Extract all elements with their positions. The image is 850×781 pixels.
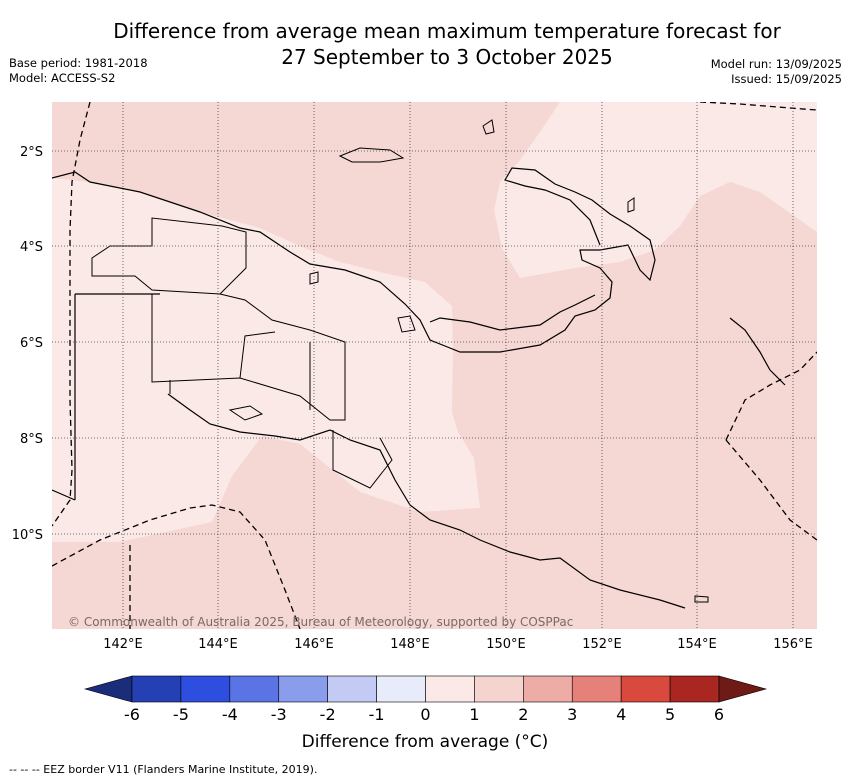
colorbar-tick-label: 1: [469, 705, 480, 724]
colorbar-tick-label: 4: [616, 705, 627, 724]
lat-tick-labels: 2°S 4°S 6°S 8°S 10°S: [12, 145, 43, 543]
lon-tick-labels: 142°E 144°E 146°E 148°E 150°E 152°E 154°…: [103, 637, 813, 652]
colorbar-segment: [669, 675, 720, 703]
eez-borders: [52, 102, 817, 629]
colorbar-tick-label: 0: [420, 705, 431, 724]
colorbar-segment: [229, 675, 280, 703]
lon-label: 148°E: [390, 637, 430, 652]
anomaly-region-light-north: [494, 102, 817, 278]
colorbar-segment: [327, 675, 377, 703]
lat-label: 8°S: [20, 432, 43, 447]
meta-left: Base period: 1981-2018 Model: ACCESS-S2: [9, 56, 148, 86]
colorbar-segment: [131, 675, 182, 703]
colorbar-segment: [571, 675, 622, 703]
meta-right: Model run: 13/09/2025 Issued: 15/09/2025: [711, 57, 842, 87]
model-name: Model: ACCESS-S2: [9, 71, 116, 85]
colorbar-segment: [474, 675, 524, 703]
title-line-1: Difference from average mean maximum tem…: [113, 19, 781, 43]
colorbar-extend-low: [83, 675, 133, 703]
colorbar-segment: [523, 675, 573, 703]
map-area: [52, 102, 817, 629]
lon-label: 144°E: [198, 637, 238, 652]
colorbar-tick-label: -4: [221, 705, 238, 724]
lat-label: 10°S: [12, 528, 43, 543]
colorbar-tick-label: -6: [124, 705, 140, 724]
colorbar-segment: [425, 675, 475, 703]
colorbar-tick-label: 3: [567, 705, 578, 724]
lat-label: 4°S: [20, 240, 43, 255]
colorbar-tick-label: 5: [664, 705, 676, 724]
land-outline-png: [52, 167, 786, 609]
colorbar-tick-label: -1: [368, 705, 385, 724]
colorbar-tick-label: -3: [270, 705, 287, 724]
colorbar-tick-label: 6: [713, 705, 725, 724]
copyright-text: © Commonwealth of Australia 2025, Bureau…: [68, 615, 573, 629]
colorbar-tick-label: -2: [319, 705, 336, 724]
colorbar-title: Difference from average (°C): [301, 732, 549, 752]
lon-label: 146°E: [294, 637, 334, 652]
island-outlines: [228, 119, 709, 603]
colorbar-segment: [376, 675, 426, 703]
lat-label: 2°S: [20, 145, 43, 160]
colorbar-segment: [278, 675, 328, 703]
lat-label: 6°S: [20, 336, 43, 351]
lon-label: 150°E: [486, 637, 526, 652]
colorbar-segment: [180, 675, 231, 703]
lon-label: 152°E: [582, 637, 622, 652]
colorbar-extend-high: [718, 675, 768, 703]
graticule-lines: [52, 102, 817, 629]
colorbar: [83, 675, 768, 703]
lon-label: 142°E: [103, 637, 143, 652]
lon-label: 156°E: [773, 637, 813, 652]
colorbar-tick-label: 2: [518, 705, 529, 724]
model-run: Model run: 13/09/2025: [710, 57, 842, 71]
issued-date: Issued: 15/09/2025: [731, 72, 842, 86]
colorbar-segment: [620, 675, 671, 703]
colorbar-tick-label: -5: [172, 705, 189, 724]
eez-footnote: -- -- -- EEZ border V11 (Flanders Marine…: [9, 763, 318, 776]
lon-label: 154°E: [677, 637, 717, 652]
base-period: Base period: 1981-2018: [9, 56, 148, 70]
anomaly-region-light-west: [52, 178, 480, 542]
title-line-2: 27 September to 3 October 2025: [281, 45, 613, 69]
map-title: Difference from average mean maximum tem…: [0, 18, 850, 70]
